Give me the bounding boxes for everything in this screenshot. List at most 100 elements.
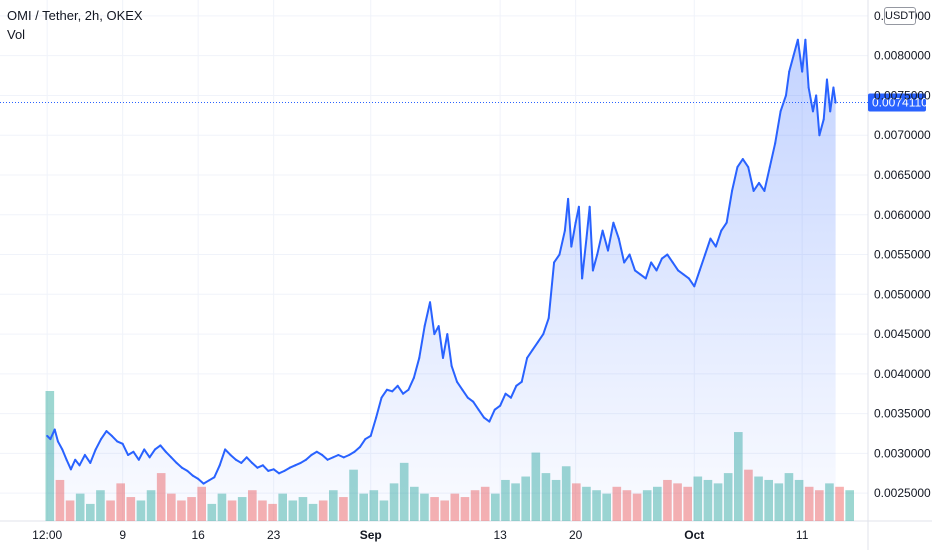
price-line-segment [671, 261, 680, 272]
price-line-segment [542, 317, 550, 336]
price-line-segment [412, 356, 421, 379]
price-line-segment [69, 458, 77, 471]
volume-label[interactable]: Vol [7, 27, 26, 42]
price-line-segment [660, 253, 669, 260]
currency-unit-button[interactable]: USDT [884, 7, 916, 25]
price-line-segment [818, 118, 825, 137]
price-line-segment [601, 229, 610, 252]
y-tick-label: 0.0080000 [874, 49, 931, 63]
y-tick-label: 0.0045000 [874, 327, 931, 341]
price-area-fill [47, 39, 836, 522]
price-line-segment [623, 253, 631, 264]
price-line-segment [752, 181, 761, 192]
price-line-segment [127, 450, 135, 456]
y-tick-label: 0.0060000 [874, 208, 931, 222]
price-line-segment [74, 458, 81, 467]
y-tick-label: 0.0040000 [874, 367, 931, 381]
price-line-segment [191, 474, 200, 480]
x-tick-label: Oct [684, 528, 704, 542]
price-line-segment [402, 388, 410, 395]
x-tick-label: 9 [119, 528, 126, 542]
x-tick-label: 16 [191, 528, 205, 542]
price-line-segment [731, 166, 739, 192]
price-line-segment [720, 221, 728, 232]
price-line-segment [234, 458, 243, 464]
price-line-segment [245, 456, 254, 464]
price-line-segment [832, 86, 837, 104]
price-line-segment [391, 384, 399, 393]
price-line-segment [677, 269, 685, 276]
price-line-segment [186, 469, 194, 477]
symbol-title[interactable]: OMI / Tether, 2h, OKEX [7, 8, 143, 23]
price-line-segment [628, 253, 636, 272]
price-line-segment [704, 237, 712, 256]
price-line-segment [477, 408, 485, 419]
y-tick-label: 0.0025000 [874, 486, 931, 500]
price-line-segment [305, 453, 313, 461]
price-line-segment [369, 416, 378, 437]
price-line-segment [272, 468, 281, 475]
y-tick-label: 0.0070000 [874, 128, 931, 142]
price-line-segment [829, 86, 835, 113]
price-line-segment [693, 269, 701, 288]
price-line-segment [774, 110, 782, 145]
y-axis[interactable]: 0.0025000 0.0030000 0.0035000 0.0040000 0.00… [874, 9, 931, 500]
x-tick-label: 13 [493, 528, 507, 542]
price-line-segment [822, 78, 828, 121]
price-line-segment [229, 453, 237, 461]
price-line-segment [531, 341, 539, 351]
price-line-segment [121, 442, 130, 456]
price-line-segment [213, 464, 221, 479]
price-line-segment [581, 237, 588, 280]
price-line-segment [639, 273, 647, 280]
price-line-segment [380, 388, 388, 399]
price-line-segment [747, 166, 755, 192]
price-line-segment [429, 301, 436, 336]
price-line-segment [159, 444, 167, 453]
price-area [46, 38, 837, 522]
price-line-segment [49, 428, 56, 441]
price-line-segment [407, 376, 415, 391]
price-line-segment [466, 396, 475, 403]
price-line-segment [94, 438, 103, 451]
price-line-segment [358, 438, 367, 449]
price-line-segment [553, 253, 561, 264]
price-line-segment [741, 158, 750, 169]
price-line-segment [197, 477, 205, 485]
price-line-segment [348, 450, 356, 456]
price-line-segment [472, 400, 480, 411]
y-tick-label: 0.0035000 [874, 407, 931, 421]
price-line-segment [170, 456, 178, 464]
price-line-segment [175, 461, 183, 469]
price-line-segment [577, 205, 584, 280]
price-line-segment [807, 86, 814, 113]
price-line-segment [207, 476, 216, 482]
price-line-segment [437, 325, 444, 359]
price-line-segment [666, 253, 674, 264]
price-line-segment [687, 277, 696, 288]
x-tick-label: 11 [796, 528, 809, 542]
last-price-label-bg [868, 93, 926, 112]
x-tick-label: 12:00 [32, 528, 62, 542]
price-line-segment [364, 434, 372, 441]
price-line-segment [526, 348, 534, 359]
price-line-segment [825, 78, 832, 113]
x-axis[interactable]: 12:00 9 16 23 Sep 13 20 Oct 11 [32, 528, 809, 542]
price-line-segment [461, 388, 469, 399]
price-line-segment [78, 453, 86, 467]
price-line-segment [736, 158, 744, 169]
price-line-segment [509, 384, 518, 399]
last-price-line: 0.0074110 [0, 93, 928, 112]
price-line-segment [547, 261, 556, 320]
price-line-segment [725, 189, 734, 224]
price-line-segment [315, 450, 324, 456]
price-line-segment [763, 166, 771, 192]
price-line-segment [644, 261, 653, 280]
price-line-segment [796, 38, 804, 73]
price-line-segment [515, 380, 523, 387]
y-tick-label: 0.0075000 [874, 88, 931, 102]
price-line-segment [450, 364, 459, 383]
price-line-segment [779, 94, 787, 113]
